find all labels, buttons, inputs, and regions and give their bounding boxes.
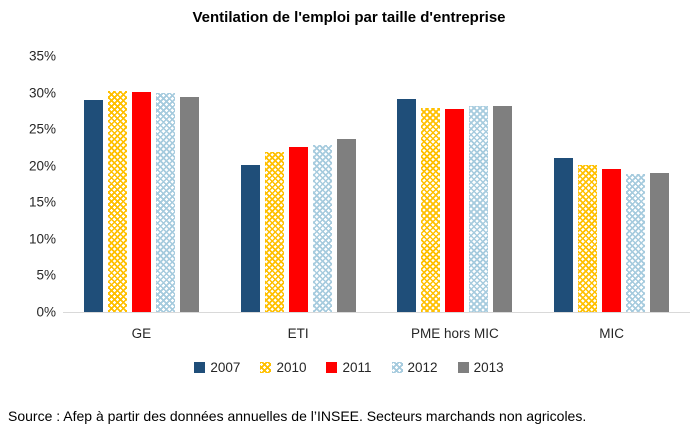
legend-item-2013: 2013: [457, 360, 504, 375]
legend: 2007 2010 2011 2012 2013: [0, 360, 698, 375]
legend-item-2012: 2012: [391, 360, 438, 375]
bar-2010-eti: [264, 151, 284, 312]
legend-swatch-icon: [457, 362, 469, 373]
bar-2010-ge: [107, 91, 127, 312]
bar-2011-pme-hors-mic: [445, 108, 465, 312]
bar-2011-ge: [131, 91, 151, 312]
y-tick-label: 25%: [28, 121, 56, 137]
legend-label: 2010: [276, 360, 307, 375]
bar-2010-pme-hors-mic: [421, 107, 441, 312]
bar-2007-mic: [554, 157, 574, 312]
y-tick-label: 20%: [28, 158, 56, 174]
bar-2013-ge: [179, 96, 199, 312]
source-note: Source : Afep à partir des données annue…: [8, 408, 587, 424]
bar-2011-mic: [602, 168, 622, 312]
y-tick-label: 35%: [28, 48, 56, 64]
bar-group-ge: [63, 56, 220, 312]
bar-2013-eti: [336, 139, 356, 312]
x-axis-label: PME hors MIC: [410, 326, 499, 341]
bar-2007-eti: [240, 164, 260, 312]
bar-2013-pme-hors-mic: [493, 105, 513, 312]
legend-item-2010: 2010: [260, 360, 306, 375]
bar-2011-eti: [288, 146, 308, 312]
y-tick-label: 5%: [36, 267, 56, 283]
bar-2012-mic: [626, 173, 646, 312]
bar-2010-mic: [578, 164, 598, 312]
bar-group-eti: [220, 56, 377, 312]
x-axis-label: ETI: [287, 326, 309, 341]
x-axis-label: GE: [131, 326, 152, 341]
bar-2012-ge: [155, 92, 175, 312]
x-axis-labels: GE ETI PME hors MIC MIC: [63, 326, 690, 341]
y-tick-label: 15%: [28, 194, 56, 210]
bar-group-mic: [533, 56, 690, 312]
legend-item-2007: 2007: [194, 360, 240, 375]
plot-area: [63, 56, 690, 313]
legend-label: 2011: [342, 360, 372, 375]
legend-swatch-icon: [260, 362, 272, 373]
x-axis-label: MIC: [599, 326, 624, 341]
y-tick-label: 30%: [28, 85, 56, 101]
y-tick-label: 10%: [28, 231, 56, 247]
legend-item-2011: 2011: [326, 360, 372, 375]
bar-2012-eti: [312, 144, 332, 312]
legend-label: 2012: [407, 360, 438, 375]
y-tick-label: 0%: [36, 304, 56, 320]
legend-label: 2013: [473, 360, 504, 375]
bar-2007-ge: [83, 99, 103, 312]
y-axis: 35% 30% 25% 20% 15% 10% 5% 0%: [0, 49, 56, 320]
legend-label: 2007: [210, 360, 241, 375]
legend-swatch-icon: [326, 362, 338, 373]
legend-swatch-icon: [391, 362, 403, 373]
legend-swatch-icon: [194, 362, 206, 373]
bar-group-pme-hors-mic: [377, 56, 534, 312]
bar-2012-pme-hors-mic: [469, 106, 489, 312]
chart-title: Ventilation de l'emploi par taille d'ent…: [192, 9, 506, 26]
bar-2007-pme-hors-mic: [397, 99, 417, 312]
bar-2013-mic: [650, 173, 670, 312]
